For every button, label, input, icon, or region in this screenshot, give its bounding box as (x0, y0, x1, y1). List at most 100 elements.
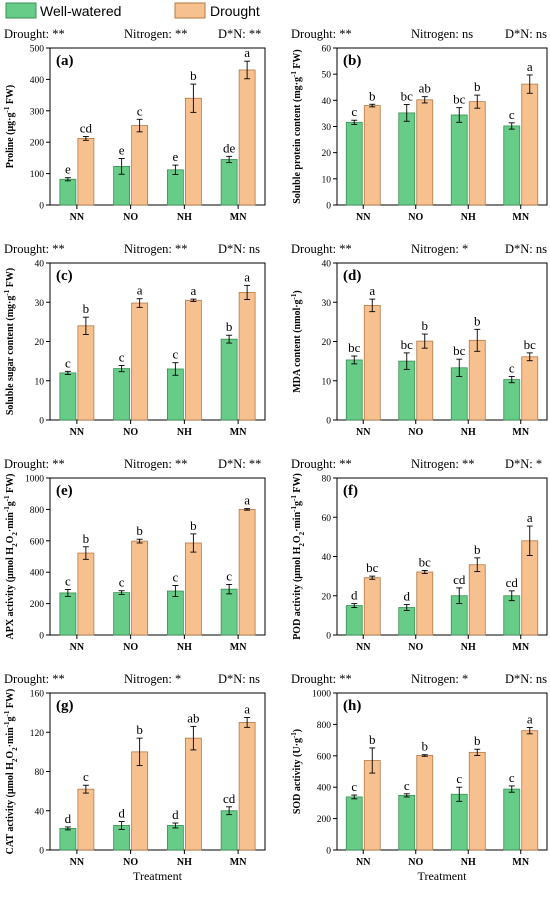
bar-drought-mn (521, 356, 539, 421)
plot-frame (336, 692, 548, 851)
significance-label: Drought: ** (291, 242, 352, 256)
y-axis-label-part: CAT activity (μmol H (5, 762, 16, 854)
significance-letter: c (137, 103, 143, 118)
y-axis-label-part: -1 (3, 710, 11, 716)
bar-well-watered-nn (345, 796, 363, 851)
significance-letter: ab (419, 81, 431, 96)
y-axis-label-part: ) (292, 290, 303, 293)
y-axis-label-part: -1 (290, 495, 298, 501)
y-axis-label-part: -1 (290, 732, 298, 738)
x-tick-label: NH (461, 642, 476, 653)
x-tick-label: NN (70, 857, 85, 868)
bar-well-watered-no (398, 794, 416, 851)
bar-drought-no (416, 755, 434, 851)
y-axis-label-part: O (5, 751, 16, 759)
bar-well-watered-nn (345, 121, 363, 206)
y-axis-label-part: -1 (290, 71, 298, 77)
bar-drought-nn (77, 138, 95, 206)
y-tick-label: 200 (30, 139, 45, 149)
significance-label: D*N: ns (505, 242, 547, 256)
significance-letter: b (190, 518, 197, 533)
y-axis-label-part: -1 (3, 495, 11, 501)
significance-letter: cd (506, 575, 519, 590)
y-tick-label: 1000 (312, 690, 331, 700)
bar-well-watered-nh (166, 825, 184, 851)
y-axis-label-part: 2 (298, 531, 306, 535)
y-tick-label: 20 (322, 592, 332, 602)
x-tick-label: NN (70, 427, 85, 438)
x-tick-label: NN (70, 642, 85, 653)
significance-label: Nitrogen: ns (411, 27, 473, 41)
panel-label: (e) (56, 483, 73, 499)
y-tick-label: 200 (317, 815, 332, 825)
x-tick-label: NN (356, 212, 371, 223)
x-tick-label: NO (408, 212, 423, 223)
bar-well-watered-mn (503, 379, 521, 421)
x-tick-label: MN (230, 857, 247, 868)
significance-letter: b (136, 722, 143, 737)
y-tick-label: 600 (30, 537, 45, 547)
x-tick-label: NO (408, 642, 423, 653)
significance-letter: b (83, 301, 90, 316)
significance-letter: b (474, 733, 481, 748)
panel-label: (g) (56, 698, 74, 714)
bar-drought-no (131, 302, 149, 421)
legend-label-well-watered: Well-watered (40, 3, 121, 19)
y-axis-label-part: FW) (5, 268, 16, 290)
significance-label: Drought: ** (291, 672, 352, 686)
y-axis-label-part: O (5, 535, 16, 543)
y-tick-label: 40 (322, 553, 332, 563)
x-tick-label: NN (70, 212, 85, 223)
y-tick-label: 600 (317, 752, 332, 762)
y-axis-label-part: FW) (292, 473, 303, 495)
panel-c: Drought: ** Nitrogen: ** D*N: ns 0 10 20 30 40 S… (3, 242, 266, 438)
significance-label: D*N: ns (218, 242, 260, 256)
y-tick-label: 120 (30, 729, 45, 739)
y-axis-label-part: 2 (11, 543, 19, 547)
x-tick-label: NH (461, 427, 476, 438)
plot-frame (49, 477, 266, 636)
significance-letter: d (118, 806, 125, 821)
bar-drought-no (416, 99, 434, 206)
panel-f: Drought: ** Nitrogen: ** D*N: * 0 20 40 60 80 PO… (290, 457, 548, 653)
bar-well-watered-no (113, 592, 131, 636)
significance-letter: c (119, 349, 125, 364)
x-axis-label: Treatment (418, 869, 468, 883)
x-tick-label: MN (230, 642, 247, 653)
bar-drought-mn (521, 730, 539, 851)
y-tick-label: 40 (322, 260, 332, 270)
bar-drought-no (131, 751, 149, 851)
y-axis-label-part: 2 (11, 532, 19, 536)
x-tick-label: MN (512, 642, 529, 653)
bar-drought-nn (77, 552, 95, 636)
significance-letter: c (509, 770, 515, 785)
bar-drought-nh (184, 299, 202, 421)
x-tick-label: NO (408, 857, 423, 868)
bar-well-watered-mn (220, 588, 238, 636)
y-axis-label: SOD activity (U·g-1) (290, 729, 303, 814)
x-tick-label: NH (177, 212, 192, 223)
significance-letter: b (369, 88, 376, 103)
y-axis-label-part: FW) (5, 689, 16, 711)
y-axis-label-part: g (292, 501, 303, 506)
x-tick-label: NH (177, 427, 192, 438)
significance-letter: bc (419, 554, 432, 569)
y-tick-label: 10 (322, 377, 332, 387)
y-tick-label: 0 (39, 632, 44, 642)
significance-letter: b (226, 319, 233, 334)
significance-label: Drought: ** (291, 27, 352, 41)
bar-well-watered-no (113, 368, 131, 421)
panel-label: (d) (343, 268, 361, 284)
legend-swatch-drought (174, 2, 206, 19)
bar-drought-mn (238, 292, 256, 421)
significance-letter: a (137, 283, 143, 298)
significance-label: Nitrogen: * (124, 672, 181, 686)
significance-label: Nitrogen: ** (124, 457, 188, 471)
y-axis-label: Soluble protein content (mg·g-1 FW) (290, 49, 303, 204)
y-tick-label: 40 (35, 260, 45, 270)
bar-drought-mn (521, 83, 539, 206)
y-axis-label-part: ·min (5, 727, 16, 747)
significance-letter: c (172, 570, 178, 585)
y-axis-label-part: FW) (5, 85, 16, 107)
